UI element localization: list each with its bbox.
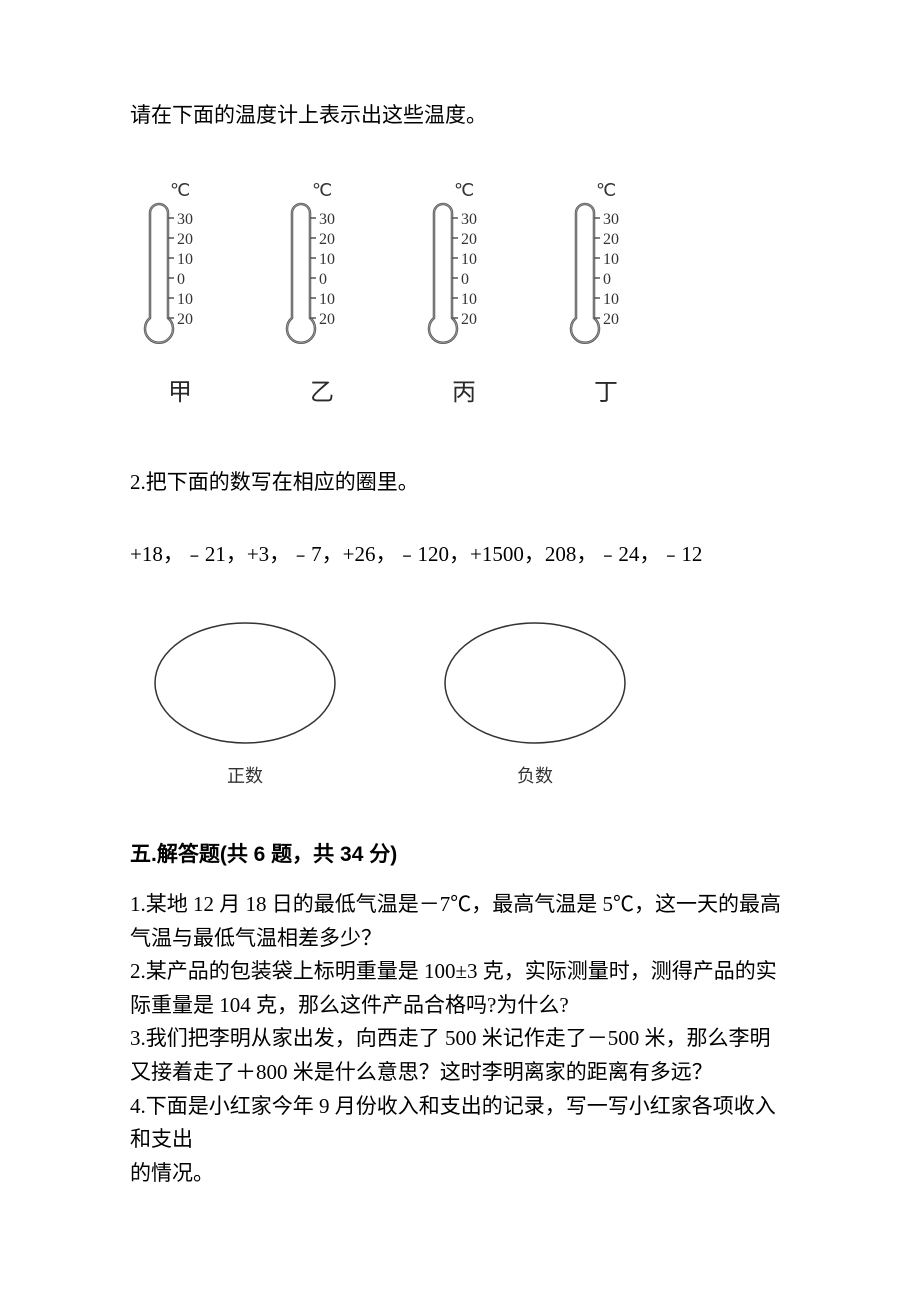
oval-caption: 正数 bbox=[227, 762, 263, 788]
thermometer-1: ℃ 30 20 10 0 10 20 乙 bbox=[272, 182, 372, 407]
svg-text:20: 20 bbox=[461, 311, 477, 328]
oval-0: 正数 bbox=[150, 618, 340, 788]
q2-number-list: +18，﹣21，+3，﹣7，+26，﹣120，+1500，208，﹣24，﹣12 bbox=[130, 538, 790, 568]
oval-icon bbox=[440, 618, 630, 748]
thermometer-0: ℃ 30 20 10 0 10 20 甲 bbox=[130, 182, 230, 407]
thermometer-2: ℃ 30 20 10 0 10 20 丙 bbox=[414, 182, 514, 407]
svg-text:20: 20 bbox=[461, 231, 477, 248]
page-root: 请在下面的温度计上表示出这些温度。 ℃ 30 20 10 0 10 20 甲 ℃ 30 20 10 0 1… bbox=[0, 0, 920, 1250]
svg-text:℃: ℃ bbox=[454, 182, 474, 200]
section-5-questions: 1.某地 12 月 18 日的最低气温是－7℃，最高气温是 5℃，这一天的最高气… bbox=[130, 888, 790, 1190]
thermometer-icon: ℃ 30 20 10 0 10 20 bbox=[556, 182, 656, 362]
svg-text:0: 0 bbox=[461, 271, 469, 288]
thermometer-icon: ℃ 30 20 10 0 10 20 bbox=[272, 182, 372, 362]
svg-text:10: 10 bbox=[319, 251, 335, 268]
question-3: 3.我们把李明从家出发，向西走了 500 米记作走了－500 米，那么李明又接着… bbox=[130, 1022, 790, 1089]
svg-text:℃: ℃ bbox=[170, 182, 190, 200]
thermometer-row: ℃30201001020甲℃30201001020乙℃30201001020丙℃… bbox=[130, 182, 790, 407]
intro-text: 请在下面的温度计上表示出这些温度。 bbox=[130, 100, 790, 132]
svg-text:0: 0 bbox=[177, 271, 185, 288]
svg-text:10: 10 bbox=[461, 291, 477, 308]
svg-text:10: 10 bbox=[603, 291, 619, 308]
svg-text:30: 30 bbox=[461, 211, 477, 228]
svg-text:20: 20 bbox=[319, 311, 335, 328]
svg-text:10: 10 bbox=[603, 251, 619, 268]
thermometer-3: ℃ 30 20 10 0 10 20 丁 bbox=[556, 182, 656, 407]
oval-caption: 负数 bbox=[517, 762, 553, 788]
question-2: 2.某产品的包装袋上标明重量是 100±3 克，实际测量时，测得产品的实际重量是… bbox=[130, 955, 790, 1022]
q2-prompt: 2.把下面的数写在相应的圈里。 bbox=[130, 467, 790, 499]
thermometer-icon: ℃ 30 20 10 0 10 20 bbox=[130, 182, 230, 362]
svg-text:0: 0 bbox=[319, 271, 327, 288]
svg-text:20: 20 bbox=[319, 231, 335, 248]
svg-text:30: 30 bbox=[177, 211, 193, 228]
svg-text:20: 20 bbox=[603, 311, 619, 328]
question-5: 的情况。 bbox=[130, 1157, 790, 1191]
thermometer-icon: ℃ 30 20 10 0 10 20 bbox=[414, 182, 514, 362]
svg-text:0: 0 bbox=[603, 271, 611, 288]
thermometer-caption: 丙 bbox=[452, 372, 476, 407]
svg-text:10: 10 bbox=[177, 251, 193, 268]
oval-icon bbox=[150, 618, 340, 748]
svg-text:℃: ℃ bbox=[312, 182, 332, 200]
svg-text:10: 10 bbox=[177, 291, 193, 308]
question-1: 1.某地 12 月 18 日的最低气温是－7℃，最高气温是 5℃，这一天的最高气… bbox=[130, 888, 790, 955]
ovals-row: 正数 负数 bbox=[150, 618, 790, 788]
svg-text:30: 30 bbox=[603, 211, 619, 228]
svg-text:30: 30 bbox=[319, 211, 335, 228]
thermometer-caption: 丁 bbox=[594, 372, 618, 407]
svg-text:℃: ℃ bbox=[596, 182, 616, 200]
section-5-heading: 五.解答题(共 6 题，共 34 分) bbox=[130, 838, 790, 868]
question-4: 4.下面是小红家今年 9 月份收入和支出的记录，写一写小红家各项收入和支出 bbox=[130, 1090, 790, 1157]
svg-text:20: 20 bbox=[603, 231, 619, 248]
thermometer-caption: 甲 bbox=[168, 372, 192, 407]
svg-text:10: 10 bbox=[461, 251, 477, 268]
svg-text:10: 10 bbox=[319, 291, 335, 308]
svg-text:20: 20 bbox=[177, 231, 193, 248]
oval-1: 负数 bbox=[440, 618, 630, 788]
svg-text:20: 20 bbox=[177, 311, 193, 328]
thermometer-caption: 乙 bbox=[310, 372, 334, 407]
